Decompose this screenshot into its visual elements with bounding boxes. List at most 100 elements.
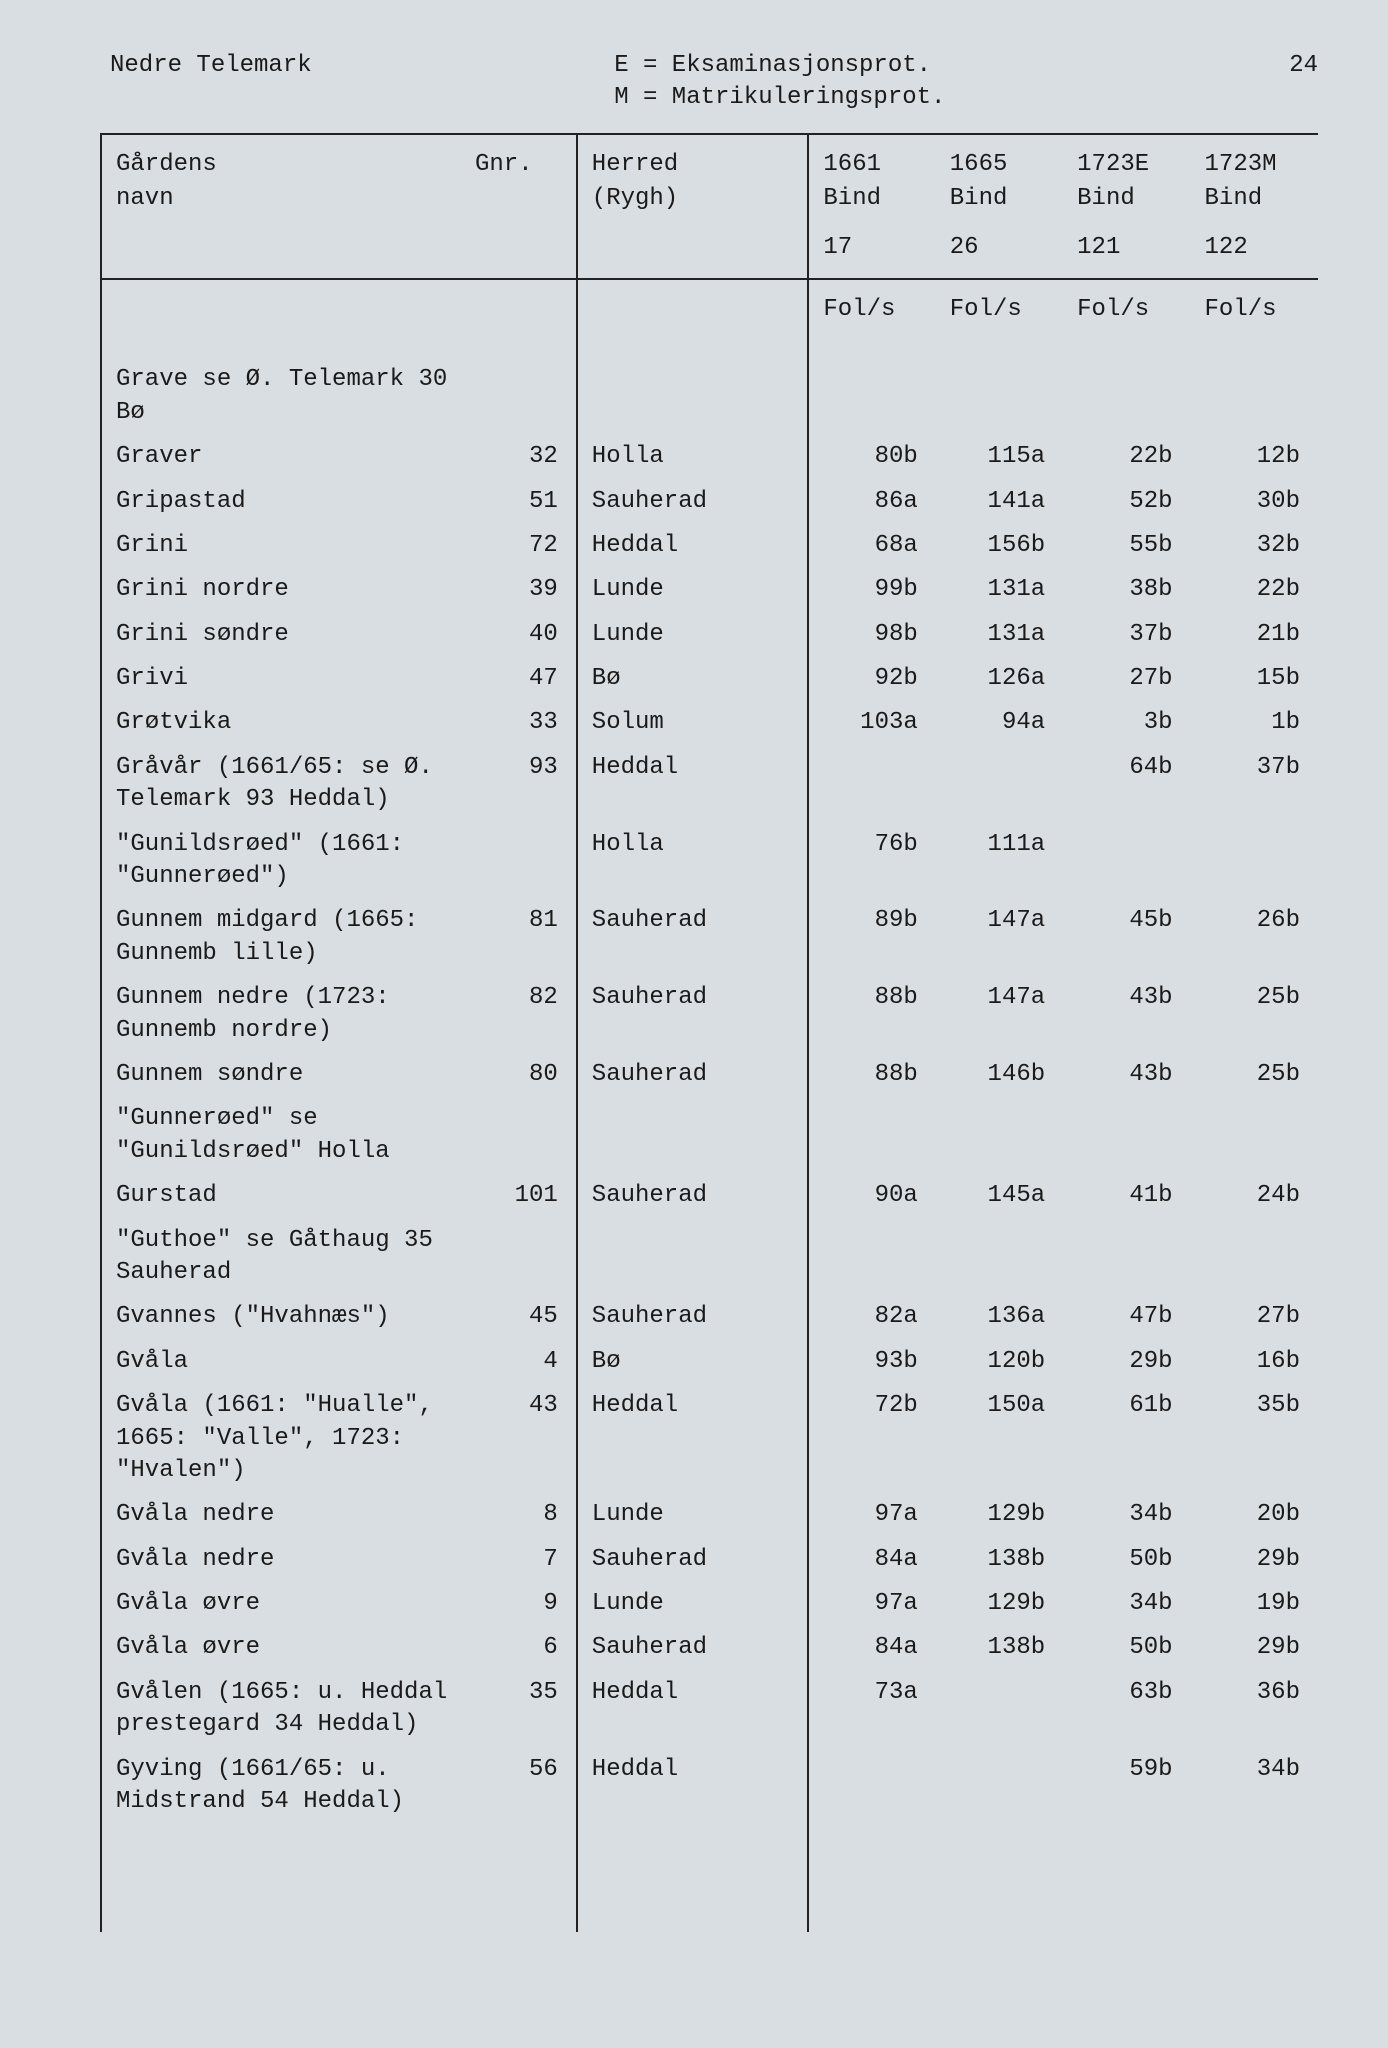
cell-name: Grivi: [102, 657, 461, 701]
cell-gnr: 7: [461, 1538, 577, 1582]
cell-1723m: [1191, 823, 1318, 900]
fols-2: Fol/s: [936, 279, 1063, 340]
cell-gnr: 35: [461, 1671, 577, 1748]
cell-1665: 145a: [936, 1174, 1063, 1218]
cell-herred: [577, 358, 809, 435]
cell-name: Gvåla øvre: [102, 1626, 461, 1670]
cell-gnr: 56: [461, 1748, 577, 1825]
cell-gnr: 4: [461, 1340, 577, 1384]
table-row: Gvåla (1661: "Hualle", 1665: "Valle", 17…: [102, 1384, 1318, 1493]
cell-1723e: [1063, 358, 1190, 435]
cell-name: Gvåla nedre: [102, 1493, 461, 1537]
cell-herred: Holla: [577, 823, 809, 900]
cell-1723e: 38b: [1063, 568, 1190, 612]
cell-1723e: 34b: [1063, 1493, 1190, 1537]
table-row: Gvålen (1665: u. Heddal prestegard 34 He…: [102, 1671, 1318, 1748]
cell-1665: [936, 1097, 1063, 1174]
cell-1665: 156b: [936, 524, 1063, 568]
cell-1723e: [1063, 1219, 1190, 1296]
cell-1723e: 63b: [1063, 1671, 1190, 1748]
cell-1723m: 24b: [1191, 1174, 1318, 1218]
cell-1665: 129b: [936, 1493, 1063, 1537]
page-header: Nedre Telemark E = Eksaminasjonsprot. M …: [100, 50, 1318, 115]
cell-gnr: [461, 358, 577, 435]
cell-herred: Sauherad: [577, 1626, 809, 1670]
cell-1723m: 35b: [1191, 1384, 1318, 1493]
cell-1723e: 61b: [1063, 1384, 1190, 1493]
cell-herred: Lunde: [577, 568, 809, 612]
cell-herred: Sauherad: [577, 1295, 809, 1339]
fols-4: Fol/s: [1191, 279, 1318, 340]
cell-name: Gvåla øvre: [102, 1582, 461, 1626]
col-name-l2: navn: [102, 183, 461, 229]
cell-1723e: 41b: [1063, 1174, 1190, 1218]
cell-herred: Sauherad: [577, 1053, 809, 1097]
table-row: Grivi47Bø92b126a27b15b: [102, 657, 1318, 701]
cell-1661: [808, 358, 935, 435]
cell-1661: 82a: [808, 1295, 935, 1339]
cell-name: "Gunildsrøed" (1661: "Gunnerøed"): [102, 823, 461, 900]
cell-1661: 73a: [808, 1671, 935, 1748]
table-row: Grini søndre40Lunde98b131a37b21b: [102, 613, 1318, 657]
cell-1661: [808, 746, 935, 823]
cell-herred: Heddal: [577, 1384, 809, 1493]
cell-1723m: 34b: [1191, 1748, 1318, 1825]
col-1723m-l2: Bind: [1191, 183, 1318, 229]
cell-1723m: 19b: [1191, 1582, 1318, 1626]
cell-herred: [577, 1219, 809, 1296]
cell-1661: 93b: [808, 1340, 935, 1384]
cell-name: Grini: [102, 524, 461, 568]
cell-1661: 90a: [808, 1174, 935, 1218]
cell-1723e: 50b: [1063, 1626, 1190, 1670]
cell-name: Gyving (1661/65: u. Midstrand 54 Heddal): [102, 1748, 461, 1825]
cell-1723e: 37b: [1063, 613, 1190, 657]
cell-name: Gvåla (1661: "Hualle", 1665: "Valle", 17…: [102, 1384, 461, 1493]
cell-1723m: 25b: [1191, 976, 1318, 1053]
cell-herred: Sauherad: [577, 480, 809, 524]
table-body: Grave se Ø. Telemark 30 BøGraver32Holla8…: [102, 340, 1318, 1932]
cell-gnr: 8: [461, 1493, 577, 1537]
cell-herred: Heddal: [577, 524, 809, 568]
cell-name: Gvannes ("Hvahnæs"): [102, 1295, 461, 1339]
table-row: Gurstad101Sauherad90a145a41b24b: [102, 1174, 1318, 1218]
cell-1665: [936, 1219, 1063, 1296]
cell-1723m: 20b: [1191, 1493, 1318, 1537]
cell-1665: [936, 1671, 1063, 1748]
cell-gnr: 80: [461, 1053, 577, 1097]
cell-gnr: 6: [461, 1626, 577, 1670]
cell-herred: Bø: [577, 657, 809, 701]
index-table-wrap: Gårdens Gnr. Herred 1661 1665 1723E 1723…: [100, 133, 1318, 1933]
cell-name: Gvåla: [102, 1340, 461, 1384]
cell-1661: 97a: [808, 1582, 935, 1626]
col-name-l1: Gårdens: [102, 135, 461, 183]
cell-herred: [577, 1097, 809, 1174]
table-row: Gunnem midgard (1665: Gunnemb lille)81Sa…: [102, 899, 1318, 976]
cell-1661: 98b: [808, 613, 935, 657]
cell-name: Gurstad: [102, 1174, 461, 1218]
cell-1723m: 1b: [1191, 701, 1318, 745]
cell-name: Grini nordre: [102, 568, 461, 612]
cell-name: Gunnem nedre (1723: Gunnemb nordre): [102, 976, 461, 1053]
cell-1723e: 27b: [1063, 657, 1190, 701]
cell-1661: 88b: [808, 976, 935, 1053]
cell-1661: 86a: [808, 480, 935, 524]
region-title: Nedre Telemark: [100, 50, 312, 82]
table-row: Gråvår (1661/65: se Ø. Telemark 93 Hedda…: [102, 746, 1318, 823]
cell-1665: 94a: [936, 701, 1063, 745]
cell-1723m: 29b: [1191, 1538, 1318, 1582]
cell-gnr: 51: [461, 480, 577, 524]
table-row: Gunnem søndre80Sauherad88b146b43b25b: [102, 1053, 1318, 1097]
cell-1723e: 22b: [1063, 435, 1190, 479]
bind-1661: 17: [808, 230, 935, 279]
cell-name: "Guthoe" se Gåthaug 35 Sauherad: [102, 1219, 461, 1296]
cell-1661: 99b: [808, 568, 935, 612]
cell-1723m: 29b: [1191, 1626, 1318, 1670]
table-row: Grøtvika33Solum103a94a3b1b: [102, 701, 1318, 745]
cell-1665: [936, 1748, 1063, 1825]
cell-name: Grini søndre: [102, 613, 461, 657]
legend-line-e: E = Eksaminasjonsprot.: [614, 50, 945, 82]
table-row: Gyving (1661/65: u. Midstrand 54 Heddal)…: [102, 1748, 1318, 1825]
cell-gnr: 40: [461, 613, 577, 657]
col-1723e-l2: Bind: [1063, 183, 1190, 229]
cell-1665: 138b: [936, 1626, 1063, 1670]
